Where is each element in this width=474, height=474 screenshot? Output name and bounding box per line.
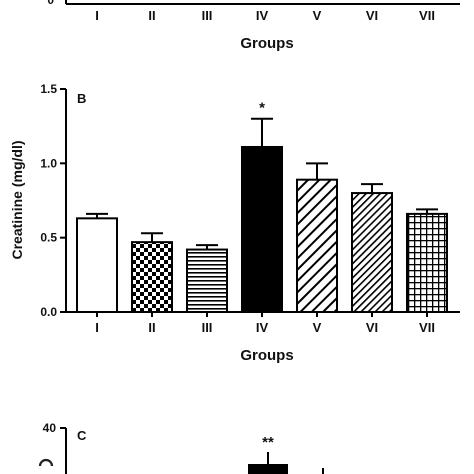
- panel-a-x-tick-label: VI: [366, 8, 378, 23]
- panel-b-x-tick-label: VI: [366, 320, 378, 335]
- panel-b-y-tick-label: 0.5: [40, 231, 57, 245]
- panel-c-significance-label: **: [262, 434, 274, 451]
- panel-b-bar-ii: [131, 241, 173, 313]
- panel-b-bar-v: [296, 178, 338, 313]
- panel-b-letter: B: [77, 91, 86, 106]
- panel-a-x-tick-label: I: [95, 8, 99, 23]
- panel-b-x-tick-label: V: [313, 320, 322, 335]
- panel-b-bar-i: [76, 217, 118, 313]
- panel-b-bar-iv: [241, 145, 283, 313]
- panel-b-x-tick-label: VII: [419, 320, 435, 335]
- panel-b-x-tick-label: IV: [256, 320, 269, 335]
- panel-a-x-tick-label: III: [202, 8, 213, 23]
- panel-a-x-tick-label: IV: [256, 8, 269, 23]
- panel-b-x-tick-label: II: [148, 320, 155, 335]
- panel-c-y-axis-label-fragment: [38, 458, 54, 467]
- panel-b-y-tick-label: 1.0: [40, 156, 57, 170]
- panel-b-x-axis-title: Groups: [240, 347, 293, 364]
- panel-a-x-tick-label: II: [148, 8, 155, 23]
- panel-c-bar-iv: [248, 464, 288, 474]
- panel-a-x-tick-label: VII: [419, 8, 435, 23]
- panel-b: B Creatinine (mg/dl) 0.00.51.01.5 * I II I…: [9, 82, 460, 364]
- panel-b-bar-vi: [351, 192, 393, 313]
- panel-b-x-tick-label: III: [202, 320, 213, 335]
- panel-b-significance-label: *: [259, 100, 265, 117]
- panel-c-y-tick-label: 40: [43, 421, 57, 435]
- panel-b-y-tick-label: 1.5: [40, 82, 57, 96]
- panel-a: 0 I II III IV V VI VII Groups: [47, 0, 460, 52]
- panel-b-bar-vii: [406, 212, 448, 314]
- panel-b-y-tick-label: 0.0: [40, 305, 57, 319]
- panel-b-y-axis-title: Creatinine (mg/dl): [9, 140, 25, 259]
- panel-a-y-tick-label: 0: [47, 0, 54, 7]
- panel-a-x-tick-label: V: [313, 8, 322, 23]
- panel-c: C 40 **: [38, 421, 324, 474]
- panel-c-letter: C: [77, 428, 87, 443]
- panel-a-x-axis-title: Groups: [240, 35, 293, 52]
- panel-b-x-tick-label: I: [95, 320, 99, 335]
- panel-b-bar-iii: [186, 248, 228, 313]
